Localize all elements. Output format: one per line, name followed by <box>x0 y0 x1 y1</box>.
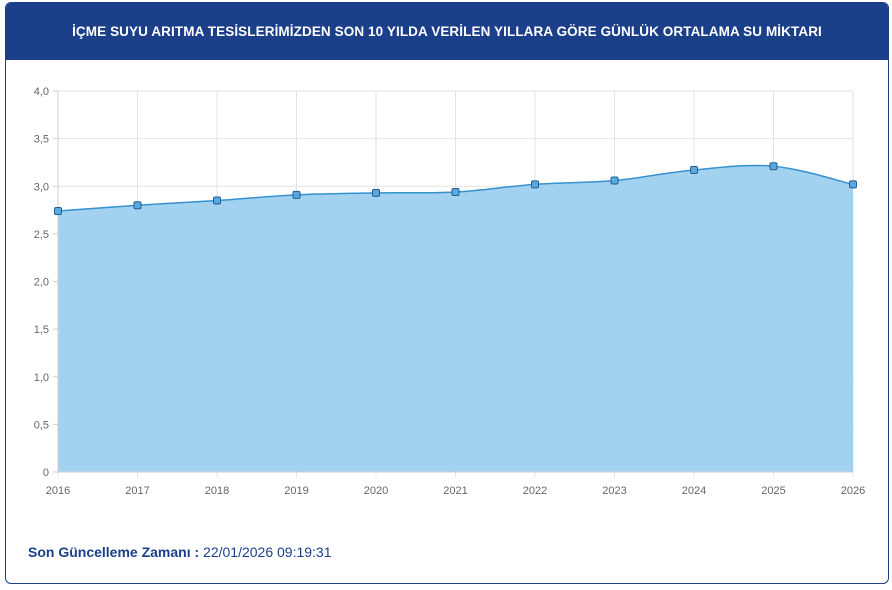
data-point <box>531 180 539 189</box>
data-point <box>133 201 142 210</box>
x-tick-label: 2020 <box>364 485 388 497</box>
data-point <box>610 176 619 185</box>
x-tick-label: 2026 <box>841 485 865 497</box>
y-tick-label: 3,0 <box>34 181 49 193</box>
data-point <box>292 190 301 199</box>
y-tick-label: 2,0 <box>34 277 49 289</box>
x-tick-label: 2022 <box>523 485 547 497</box>
y-tick-label: 1,0 <box>34 372 49 384</box>
area-layer <box>57 164 854 472</box>
y-tick-label: 3,5 <box>34 134 49 146</box>
y-tick-label: 1,5 <box>34 324 49 336</box>
y-tick-label: 2,5 <box>34 229 49 241</box>
x-tick-label: 2017 <box>125 485 149 497</box>
data-point <box>372 188 380 197</box>
chart-area: 0 0,5 1,0 1,5 2,0 2,5 3,0 3,5 4,0 2016 2017 2018 201… <box>6 60 888 500</box>
axis-layer: 0 0,5 1,0 1,5 2,0 2,5 3,0 3,5 4,0 2016 2017 2018 201… <box>34 86 866 497</box>
last-update: Son Güncelleme Zamanı : 22/01/2026 09:19… <box>28 544 332 560</box>
data-point <box>690 166 698 175</box>
x-tick-label: 2016 <box>46 485 70 497</box>
area-fill <box>58 165 853 472</box>
x-tick-label: 2023 <box>602 485 626 497</box>
y-tick-label: 0 <box>43 467 49 479</box>
y-tick-label: 0,5 <box>34 419 49 431</box>
last-update-value: 22/01/2026 09:19:31 <box>203 544 332 560</box>
data-point <box>451 187 460 196</box>
x-tick-label: 2021 <box>443 485 467 497</box>
area-chart: 0 0,5 1,0 1,5 2,0 2,5 3,0 3,5 4,0 2016 2017 2018 201… <box>34 86 866 497</box>
data-point <box>213 196 221 205</box>
x-tick-label: 2024 <box>682 485 706 497</box>
data-point <box>849 180 857 189</box>
x-tick-label: 2018 <box>205 485 229 497</box>
point-layer <box>54 162 857 216</box>
chart-header: İÇME SUYU ARITMA TESİSLERİMİZDEN SON 10 … <box>6 3 888 60</box>
chart-title: İÇME SUYU ARITMA TESİSLERİMİZDEN SON 10 … <box>72 24 822 39</box>
data-point <box>769 162 778 171</box>
last-update-label: Son Güncelleme Zamanı : <box>28 544 200 560</box>
x-tick-label: 2025 <box>761 485 785 497</box>
data-point <box>54 207 62 216</box>
x-tick-label: 2019 <box>284 485 308 497</box>
chart-card: İÇME SUYU ARITMA TESİSLERİMİZDEN SON 10 … <box>5 2 889 584</box>
y-tick-label: 4,0 <box>34 86 49 98</box>
